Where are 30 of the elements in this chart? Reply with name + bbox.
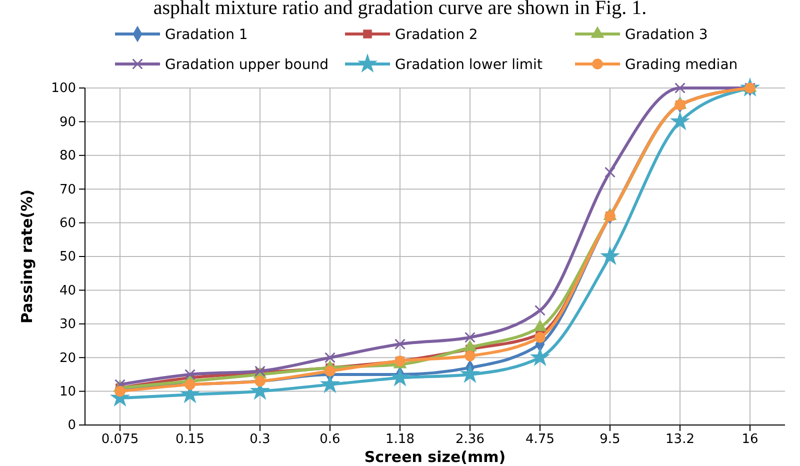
legend-label: Gradation 3 [625, 27, 708, 43]
y-axis-title: Passing rate(%) [18, 190, 36, 324]
y-tick-label: 10 [59, 384, 76, 400]
x-tick-label: 0.6 [320, 432, 340, 448]
y-tick-label: 70 [59, 182, 76, 198]
legend-label: Gradation 1 [165, 27, 248, 43]
text: asphalt mixture ratio and gradation curve are shown in Fig. 1. [153, 0, 647, 19]
y-tick-label: 80 [59, 148, 76, 164]
x-tick-label: 4.75 [526, 432, 554, 448]
legend-label: Gradation lower limit [395, 57, 543, 73]
x-tick-label: 0.15 [176, 432, 204, 448]
y-tick-label: 0 [68, 418, 76, 434]
y-tick-label: 60 [59, 216, 76, 231]
y-tick-label: 100 [51, 81, 76, 96]
y-tick-label: 30 [59, 317, 76, 332]
x-tick-label: 13.2 [666, 432, 694, 448]
x-tick-label: 1.18 [386, 432, 414, 448]
x-axis-title: Screen size(mm) [364, 448, 506, 466]
x-tick-label: 9.5 [600, 432, 620, 448]
x-tick-label: 0.3 [250, 432, 270, 448]
x-tick-label: 2.36 [456, 432, 484, 448]
y-tick-label: 50 [59, 250, 76, 265]
x-tick-label: 16 [742, 432, 758, 448]
legend-label: Grading median [625, 57, 738, 73]
y-tick-label: 90 [59, 114, 76, 130]
x-tick-label: 0.075 [101, 432, 139, 448]
y-tick-label: 40 [59, 283, 76, 298]
legend-label: Gradation upper bound [165, 57, 328, 73]
legend-label: Gradation 2 [395, 27, 478, 43]
y-tick-label: 20 [59, 350, 76, 366]
